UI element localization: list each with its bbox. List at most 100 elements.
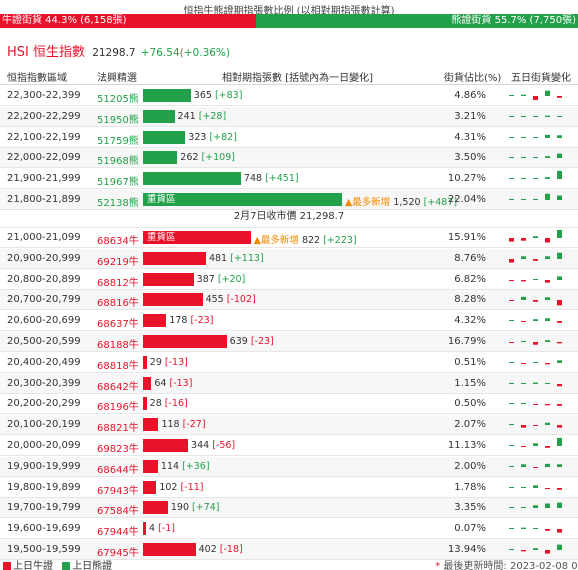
range-cell: 22,300-22,399 xyxy=(7,90,81,101)
table-row[interactable]: 20,500-20,599 68188牛 639 [-23] 16.79% xyxy=(0,332,578,352)
warrant-code-link[interactable]: 68816牛 xyxy=(97,298,139,310)
sparkline-bar xyxy=(521,464,526,467)
contracts-text: 365 [+83] xyxy=(194,90,243,101)
sparkline-bar xyxy=(557,300,562,306)
warrant-code-link[interactable]: 67945牛 xyxy=(97,548,139,559)
contracts-bar: 重貨區 xyxy=(143,193,342,206)
sparkline-bar xyxy=(521,279,526,281)
contracts-text: ▲最多新增 1,520 [+487] xyxy=(345,194,457,208)
sparkline-bar xyxy=(509,549,514,550)
table-row[interactable]: 19,500-19,599 67945牛 402 [-18] 13.94% xyxy=(0,540,578,560)
sparkline-bar xyxy=(533,382,538,384)
sparkline-bar xyxy=(521,136,526,138)
contracts-change: [-13] xyxy=(164,356,188,368)
five-day-sparkline xyxy=(509,360,562,365)
contracts-text: 241 [+28] xyxy=(178,111,227,122)
contracts-change: [+82] xyxy=(209,131,237,143)
contracts-bar xyxy=(143,172,241,186)
sparkline-bar xyxy=(521,550,526,552)
bear-legend-label: 上日熊證 xyxy=(72,561,113,570)
heavy-zone-label: 重貨區 xyxy=(147,232,176,243)
warrant-code-link[interactable]: 67944牛 xyxy=(97,527,139,539)
range-cell: 22,200-22,299 xyxy=(7,110,81,122)
contracts-value: 29 xyxy=(149,356,162,368)
warrant-code-link[interactable]: 68642牛 xyxy=(97,381,139,393)
warrant-code-link[interactable]: 68188牛 xyxy=(97,340,139,351)
sparkline-bar xyxy=(545,238,550,243)
warrant-code-link[interactable]: 68637牛 xyxy=(97,319,139,331)
contracts-text: 481 [+113] xyxy=(209,253,264,264)
col-range-header: 恒指指數區域 xyxy=(7,73,67,84)
warrant-code-link[interactable]: 51968熊 xyxy=(97,156,139,168)
table-row[interactable]: 20,600-20,699 68637牛 178 [-23] 4.32% xyxy=(0,311,578,332)
close-price-divider: 2月7日收市價 21,298.7 xyxy=(0,207,578,228)
range-cell: 21,800-21,899 xyxy=(7,194,81,205)
sparkline-bar xyxy=(533,361,538,363)
table-row[interactable]: 19,800-19,899 67943牛 102 [-11] 1.78% xyxy=(0,478,578,498)
table-row[interactable]: 20,900-20,999 69219牛 481 [+113] 8.76% xyxy=(0,248,578,269)
hsi-name[interactable]: HSI 恒生指數 xyxy=(7,45,85,60)
sparkline-bar xyxy=(545,340,550,342)
warrant-code-link[interactable]: 51205熊 xyxy=(97,94,139,105)
col-code-header: 法興精選 xyxy=(97,73,137,84)
warrant-code-link[interactable]: 51967熊 xyxy=(97,177,139,189)
warrant-code-link[interactable]: 68644牛 xyxy=(97,464,139,476)
table-row[interactable]: 20,100-20,199 68821牛 118 [-27] 2.07% xyxy=(0,415,578,436)
five-day-sparkline xyxy=(509,340,562,345)
warrant-code-link[interactable]: 51759熊 xyxy=(97,135,139,147)
warrant-code-link[interactable]: 52138熊 xyxy=(97,198,139,209)
sparkline-bar xyxy=(557,195,562,200)
table-row[interactable]: 22,200-22,299 51950熊 241 [+28] 3.21% xyxy=(0,106,578,127)
five-day-sparkline xyxy=(509,252,562,263)
warrant-code-link[interactable]: 68196牛 xyxy=(97,402,139,414)
bull-ratio-segment: 牛證街貨 44.3% (6,158張) xyxy=(0,14,257,28)
share-percent: 4.32% xyxy=(454,315,486,327)
table-row[interactable]: 20,400-20,499 68818牛 29 [-13] 0.51% xyxy=(0,353,578,373)
sparkline-bar xyxy=(509,403,514,405)
warrant-code-link[interactable]: 67584牛 xyxy=(97,506,139,518)
warrant-code-link[interactable]: 51950熊 xyxy=(97,114,139,126)
sparkline-bar xyxy=(509,424,514,426)
sparkline-bar xyxy=(533,258,538,261)
warrant-code-link[interactable]: 69219牛 xyxy=(97,256,139,268)
table-row[interactable]: 20,700-20,799 68816牛 455 [-102] 8.28% xyxy=(0,290,578,311)
five-day-sparkline xyxy=(509,463,562,468)
table-row[interactable]: 21,000-21,099 68634牛 重貨區 ▲最多新增 822 [+223] 15… xyxy=(0,228,578,248)
five-day-sparkline xyxy=(509,437,562,448)
sparkline-bar xyxy=(533,115,538,117)
warrant-code-link[interactable]: 68818牛 xyxy=(97,360,139,372)
contracts-value: 4 xyxy=(149,523,156,535)
table-row[interactable]: 19,600-19,699 67944牛 4 [-1] 0.07% xyxy=(0,519,578,540)
share-percent: 16.79% xyxy=(447,336,486,347)
table-row[interactable]: 22,300-22,399 51205熊 365 [+83] 4.86% xyxy=(0,86,578,106)
table-row[interactable]: 21,900-21,999 51967熊 748 [+451] 10.27% xyxy=(0,169,578,190)
warrant-code-link[interactable]: 69823牛 xyxy=(97,444,139,455)
table-row[interactable]: 21,800-21,899 52138熊 重貨區 ▲最多新增 1,520 [+487]… xyxy=(0,190,578,210)
table-row[interactable]: 22,100-22,199 51759熊 323 [+82] 4.31% xyxy=(0,128,578,148)
table-row[interactable]: 20,200-20,299 68196牛 28 [-16] 0.50% xyxy=(0,394,578,415)
contracts-text: 262 [+109] xyxy=(180,152,235,163)
warrant-code-link[interactable]: 68812牛 xyxy=(97,277,139,289)
table-row[interactable]: 20,000-20,099 69823牛 344 [-56] 11.13% xyxy=(0,436,578,456)
sparkline-bar xyxy=(509,342,514,343)
sparkline-bar xyxy=(557,464,562,467)
sparkline-bar xyxy=(533,404,538,406)
contracts-change: [-1] xyxy=(158,523,175,535)
share-percent: 4.31% xyxy=(454,131,486,143)
warrant-code-link[interactable]: 67943牛 xyxy=(97,485,139,497)
five-day-sparkline xyxy=(509,229,562,243)
contracts-value: 344 xyxy=(191,440,210,451)
sparkline-bar xyxy=(533,548,538,550)
table-row[interactable]: 22,000-22,099 51968熊 262 [+109] 3.50% xyxy=(0,148,578,169)
share-percent: 1.78% xyxy=(454,481,486,493)
table-row[interactable]: 20,300-20,399 68642牛 64 [-13] 1.15% xyxy=(0,373,578,394)
asterisk-icon: * xyxy=(435,561,441,570)
table-row[interactable]: 19,900-19,999 68644牛 114 [+36] 2.00% xyxy=(0,456,578,477)
table-row[interactable]: 20,800-20,899 68812牛 387 [+20] 6.82% xyxy=(0,270,578,290)
warrant-code-link[interactable]: 68634牛 xyxy=(97,236,139,247)
contracts-bar: 重貨區 xyxy=(143,231,251,244)
share-percent: 2.07% xyxy=(454,419,486,431)
table-row[interactable]: 19,700-19,799 67584牛 190 [+74] 3.35% xyxy=(0,498,578,519)
warrant-code-link[interactable]: 68821牛 xyxy=(97,423,139,435)
range-cell: 19,800-19,899 xyxy=(7,481,81,493)
